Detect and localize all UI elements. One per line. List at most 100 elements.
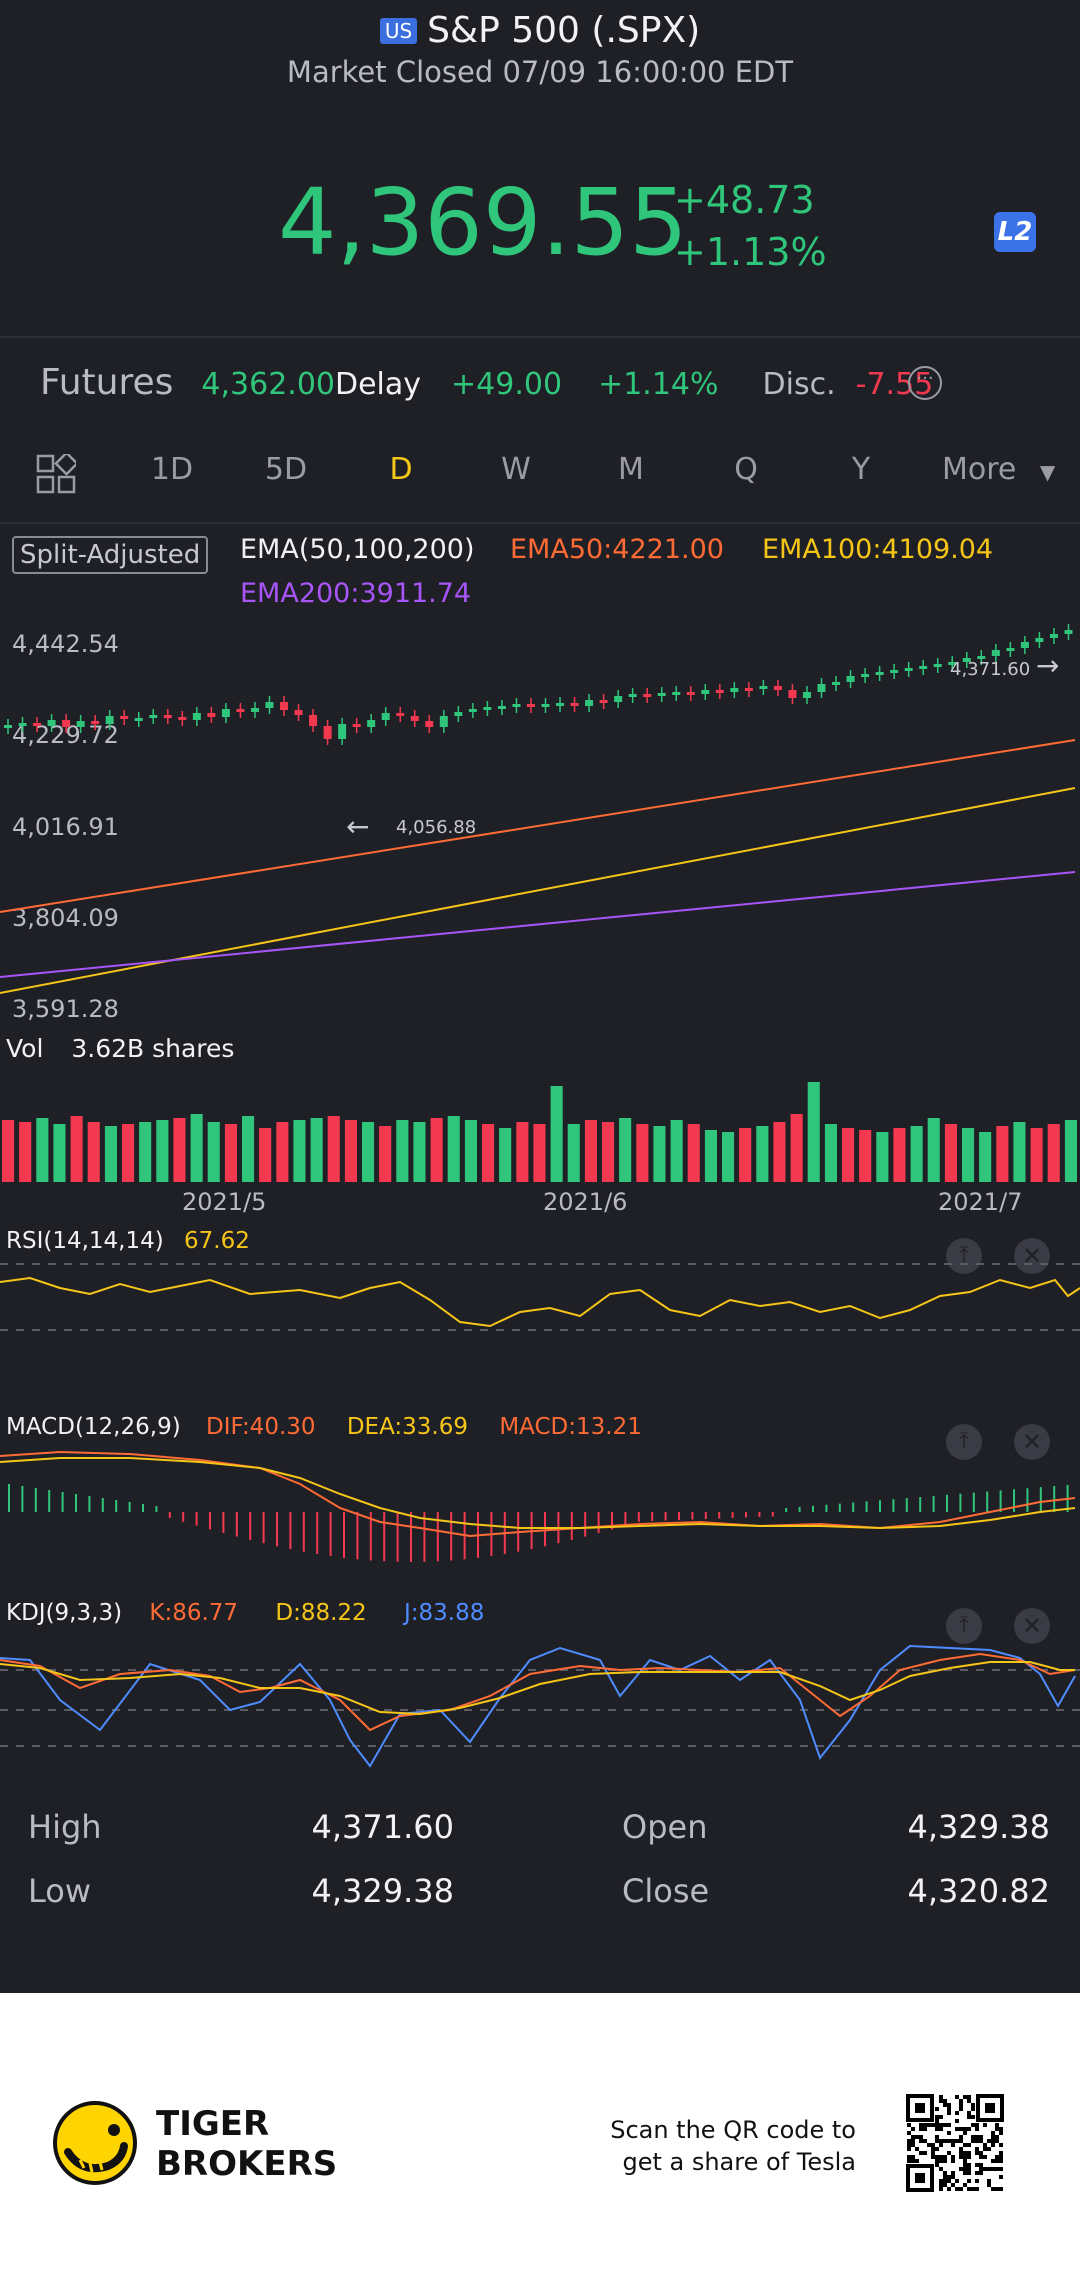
macd-bar <box>584 1512 587 1537</box>
candle <box>570 697 579 712</box>
futures-row[interactable]: Futures 4,362.00 Delay +49.00 +1.14% Dis… <box>40 362 933 403</box>
pin-top-icon[interactable]: ⤒ <box>946 1424 982 1460</box>
market-status: Market Closed 07/09 16:00:00 EDT <box>286 55 794 89</box>
kdj-legend: KDJ(9,3,3) K:86.77 D:88.22 J:83.88 <box>6 1600 484 1626</box>
futures-label: Futures <box>40 362 174 403</box>
brand-line2: BROKERS <box>156 2144 338 2184</box>
stat-low-label: Low <box>28 1872 92 1910</box>
qr-code[interactable] <box>906 2094 1004 2192</box>
candle <box>381 707 390 726</box>
macd-bar <box>691 1512 694 1520</box>
volume-label: Vol 3.62B shares <box>6 1034 234 1063</box>
candle <box>468 703 477 718</box>
candle <box>1035 632 1044 648</box>
candle <box>686 686 695 701</box>
candle <box>657 687 666 702</box>
volume-bar <box>1030 1128 1043 1182</box>
volume-bar <box>190 1114 203 1182</box>
candle <box>18 717 27 732</box>
macd-bar <box>34 1488 37 1512</box>
macd-bar <box>8 1484 10 1512</box>
axis-label: 4,016.91 <box>12 813 119 841</box>
brand-line1: TIGER <box>156 2104 270 2144</box>
header: US S&P 500 (.SPX) Market Closed 07/09 16… <box>0 10 1080 89</box>
more-circle-icon[interactable]: ··· <box>908 366 942 400</box>
split-adjusted-badge[interactable]: Split-Adjusted <box>12 536 209 574</box>
volume-bar <box>619 1118 632 1182</box>
candle <box>715 684 724 699</box>
volume-bar <box>584 1120 597 1182</box>
candle <box>643 688 652 703</box>
volume-bar <box>533 1124 546 1182</box>
tab-more-label: More <box>942 452 1017 487</box>
volume-bar <box>1047 1124 1060 1182</box>
macd-bar <box>396 1512 399 1562</box>
tab-d[interactable]: D <box>389 452 413 487</box>
arrow-right-icon: → <box>1036 649 1059 682</box>
candle <box>977 650 986 665</box>
grid-icon[interactable] <box>36 454 76 494</box>
futures-change-pct: +1.14% <box>598 367 719 402</box>
macd-bar <box>785 1508 788 1512</box>
candle <box>526 698 535 713</box>
volume-bar <box>979 1132 992 1182</box>
level2-badge[interactable]: L2 <box>994 212 1036 252</box>
volume-bar <box>122 1124 135 1182</box>
macd-bar <box>329 1512 332 1557</box>
close-icon[interactable]: ✕ <box>1014 1424 1050 1460</box>
macd-bar <box>611 1512 613 1530</box>
macd-bar <box>423 1512 426 1562</box>
candle <box>701 684 710 700</box>
volume-bar <box>739 1128 752 1182</box>
tab-5d[interactable]: 5D <box>264 452 308 487</box>
macd-label: MACD(12,26,9) <box>6 1414 181 1440</box>
macd-bar <box>664 1512 667 1521</box>
macd-bar <box>865 1501 868 1512</box>
candle <box>396 707 405 722</box>
ema100-value: EMA100:4109.04 <box>762 534 994 565</box>
pin-top-icon[interactable]: ⤒ <box>946 1608 982 1644</box>
candle <box>250 702 259 718</box>
candle <box>352 718 361 733</box>
macd-bar <box>905 1498 908 1512</box>
volume-bar <box>53 1124 66 1182</box>
candle <box>802 686 811 704</box>
macd-bar <box>88 1496 91 1512</box>
volume-bar <box>70 1116 83 1182</box>
close-icon[interactable]: ✕ <box>1014 1608 1050 1644</box>
volume-bar <box>430 1118 443 1182</box>
tab-more[interactable]: More ▼ <box>942 452 1055 487</box>
candle <box>76 715 85 733</box>
dark-panel <box>0 0 1080 1993</box>
macd-bar <box>570 1512 573 1540</box>
candle <box>120 710 129 725</box>
rsi-label: RSI(14,14,14) <box>6 1228 164 1254</box>
tab-1d[interactable]: 1D <box>150 452 194 487</box>
tab-w[interactable]: W <box>501 452 531 487</box>
volume-bar <box>927 1118 940 1182</box>
candle <box>933 658 942 673</box>
volume-value: 3.62B shares <box>71 1034 235 1063</box>
price-chart[interactable]: 4,371.60 → ← 4,056.88 <box>0 620 1080 1040</box>
macd-bar <box>999 1490 1002 1512</box>
macd-bar <box>195 1512 198 1526</box>
pin-top-icon[interactable]: ⤒ <box>946 1238 982 1274</box>
volume-bar <box>893 1128 906 1182</box>
macd-bar <box>369 1512 372 1561</box>
macd-bar <box>852 1502 855 1512</box>
tab-m[interactable]: M <box>618 452 644 487</box>
tab-q[interactable]: Q <box>734 452 758 487</box>
macd-bar <box>771 1512 774 1517</box>
candle <box>33 717 42 732</box>
candle <box>323 720 332 745</box>
volume-bar <box>19 1122 32 1182</box>
date-label: 2021/5 <box>182 1188 267 1216</box>
macd-bar <box>959 1493 962 1512</box>
chevron-down-icon: ▼ <box>1039 460 1056 484</box>
volume-bar <box>516 1122 529 1182</box>
candle <box>309 709 318 732</box>
volume-bar <box>207 1122 220 1182</box>
tab-y[interactable]: Y <box>851 452 871 487</box>
candle <box>817 678 826 698</box>
candle <box>773 680 782 696</box>
